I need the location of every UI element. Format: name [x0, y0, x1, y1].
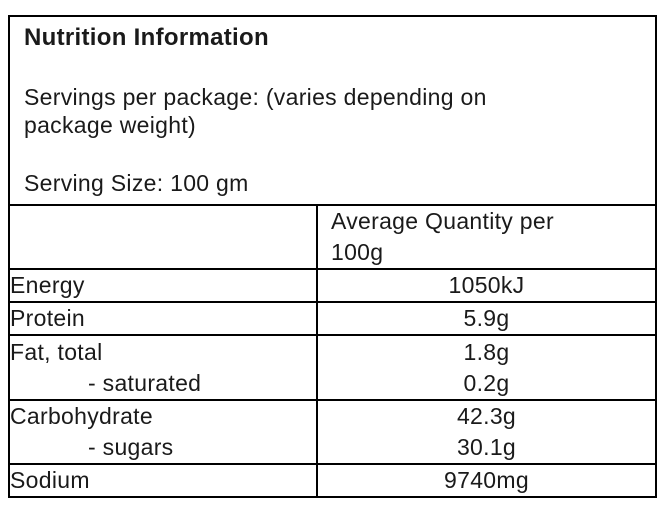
- nutrient-value: 9740mg: [444, 467, 529, 493]
- nutrient-name: Sodium: [10, 467, 90, 493]
- nutrient-name-cell: Carbohydrate - sugars: [10, 399, 318, 464]
- nutrient-name-cell: Protein: [10, 301, 318, 335]
- nutrient-name-cell: Energy: [10, 268, 318, 302]
- label-intro: Nutrition Information Servings per packa…: [10, 17, 655, 197]
- nutrient-sub-name: - sugars: [88, 434, 174, 460]
- nutrient-name: Energy: [10, 272, 85, 298]
- nutrient-name-cell: Sodium: [10, 463, 318, 496]
- header-quantity-cell: Average Quantity per 100g: [317, 204, 655, 269]
- table-row-energy: Energy 1050kJ: [10, 268, 655, 302]
- nutrient-value-cell: 9740mg: [317, 463, 655, 496]
- nutrient-name: Protein: [10, 305, 85, 331]
- table-header-row: Average Quantity per 100g: [10, 204, 655, 269]
- nutrient-value: 1.8g: [463, 338, 510, 365]
- nutrient-name: Carbohydrate: [10, 403, 153, 429]
- nutrient-sub-value: 0.2g: [463, 369, 510, 396]
- header-empty-cell: [10, 204, 318, 269]
- nutrient-value-cell: 5.9g: [317, 301, 655, 335]
- servings-per-package-text: Servings per package: (varies depending …: [24, 84, 487, 138]
- nutrient-value: 42.3g: [456, 403, 517, 429]
- serving-size-text: Serving Size: 100 gm: [24, 170, 249, 196]
- nutrient-value-cell: 42.3g 30.1g: [317, 399, 655, 464]
- nutrient-sub-name: - saturated: [88, 369, 202, 396]
- table-row-sodium: Sodium 9740mg: [10, 463, 655, 496]
- nutrient-name: Fat, total: [10, 338, 103, 365]
- nutrient-value-cell: 1050kJ: [317, 268, 655, 302]
- quantity-column-header: Average Quantity per 100g: [331, 208, 554, 265]
- table-row-carbohydrate: Carbohydrate - sugars 42.3g 30.1g: [10, 399, 655, 464]
- label-title: Nutrition Information: [24, 24, 269, 51]
- nutrition-label: Nutrition Information Servings per packa…: [8, 15, 657, 498]
- nutrition-table: Average Quantity per 100g Energy 1050kJ …: [10, 204, 655, 496]
- nutrient-value: 1050kJ: [448, 272, 525, 298]
- table-row-protein: Protein 5.9g: [10, 301, 655, 335]
- nutrient-name-cell: Fat, total - saturated: [10, 334, 318, 400]
- table-row-fat: Fat, total - saturated 1.8g 0.2g: [10, 334, 655, 400]
- nutrient-value: 5.9g: [463, 305, 510, 331]
- nutrient-value-cell: 1.8g 0.2g: [317, 334, 655, 400]
- nutrient-sub-value: 30.1g: [456, 434, 517, 460]
